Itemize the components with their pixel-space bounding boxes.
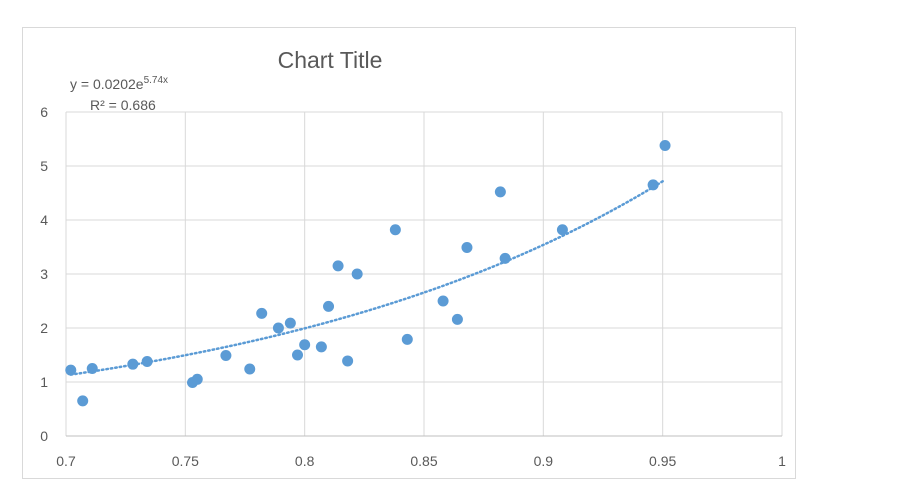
data-point	[299, 339, 311, 351]
data-point	[332, 260, 344, 272]
data-point	[315, 341, 327, 353]
trendline-equation: y = 0.0202e5.74x	[70, 75, 168, 92]
x-tick-label: 0.85	[410, 453, 437, 469]
data-point	[494, 186, 506, 198]
data-point	[647, 179, 659, 191]
data-point	[220, 350, 232, 362]
data-point	[256, 307, 268, 319]
trendline-equation-exponent: 5.74x	[144, 75, 168, 86]
y-tick-label: 2	[40, 320, 48, 336]
data-point	[127, 358, 139, 370]
data-point	[499, 252, 511, 264]
trendline-layer	[69, 178, 667, 376]
data-point	[272, 322, 284, 334]
y-tick-label: 6	[40, 104, 48, 120]
data-point	[77, 395, 89, 407]
trendline	[69, 178, 667, 376]
chart-area	[22, 27, 796, 479]
x-tick-label: 0.75	[172, 453, 199, 469]
data-point	[351, 268, 363, 280]
trendline-r-squared: R² = 0.686	[90, 97, 156, 113]
data-point	[244, 363, 256, 375]
data-point	[437, 295, 449, 307]
data-point	[284, 317, 296, 329]
trendline-equation-base: y = 0.0202e	[70, 76, 144, 92]
y-tick-label: 4	[40, 212, 48, 228]
data-point	[401, 333, 413, 345]
x-tick-label: 0.95	[649, 453, 676, 469]
y-tick-label: 3	[40, 266, 48, 282]
data-point	[191, 373, 203, 385]
y-tick-label: 5	[40, 158, 48, 174]
data-point	[323, 300, 335, 312]
y-tick-label: 0	[40, 428, 48, 444]
data-point	[292, 349, 304, 361]
x-tick-label: 0.7	[56, 453, 76, 469]
data-point	[461, 242, 473, 254]
data-point	[86, 363, 98, 374]
x-tick-label: 0.8	[295, 453, 315, 469]
data-point	[451, 313, 463, 325]
data-point	[556, 224, 568, 236]
chart-title: Chart Title	[278, 47, 383, 73]
y-tick-label: 1	[40, 374, 48, 390]
data-point	[141, 355, 153, 367]
x-tick-label: 0.9	[534, 453, 554, 469]
data-point	[389, 224, 401, 236]
data-points	[65, 139, 671, 407]
tick-labels: 0 1 2 3 4 5 6 0.7 0.75 0.8 0.85 0.9 0.95 1	[40, 104, 786, 469]
data-point	[342, 355, 354, 367]
x-tick-label: 1	[778, 453, 786, 469]
gridlines	[65, 111, 783, 436]
data-point	[65, 364, 77, 376]
data-point	[659, 139, 671, 151]
